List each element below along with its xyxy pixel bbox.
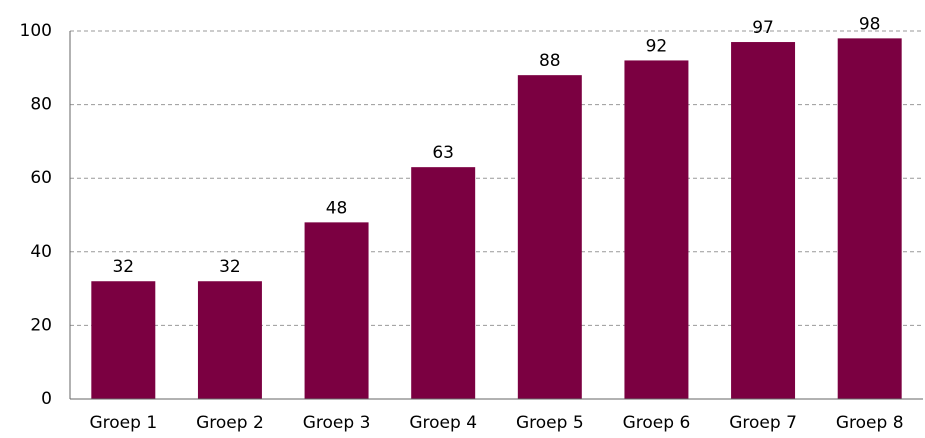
data-label: 92 — [646, 36, 668, 56]
data-label: 97 — [752, 18, 774, 38]
bar — [304, 222, 369, 399]
bar — [837, 38, 902, 400]
x-tick-label: Groep 4 — [409, 413, 477, 433]
y-tick-label: 60 — [30, 168, 52, 188]
bar — [624, 60, 689, 399]
data-label: 48 — [326, 198, 348, 218]
y-tick-label: 20 — [30, 315, 52, 335]
bar — [517, 75, 582, 399]
data-label: 32 — [112, 257, 134, 277]
x-tick-label: Groep 8 — [836, 413, 904, 433]
data-label: 98 — [859, 14, 881, 34]
y-tick-label: 40 — [30, 242, 52, 262]
bar — [411, 167, 476, 399]
y-tick-label: 0 — [41, 389, 52, 409]
x-tick-label: Groep 3 — [303, 413, 371, 433]
data-label: 63 — [432, 143, 454, 163]
bar — [91, 281, 156, 399]
y-tick-label: 100 — [20, 21, 52, 41]
x-tick-label: Groep 6 — [623, 413, 691, 433]
y-tick-label: 80 — [30, 95, 52, 115]
x-tick-label: Groep 7 — [729, 413, 797, 433]
x-tick-label: Groep 5 — [516, 413, 584, 433]
bar — [197, 281, 262, 399]
x-tick-label: Groep 1 — [89, 413, 157, 433]
data-label: 32 — [219, 257, 241, 277]
data-label: 88 — [539, 51, 561, 71]
bar — [731, 42, 796, 399]
x-tick-label: Groep 2 — [196, 413, 264, 433]
